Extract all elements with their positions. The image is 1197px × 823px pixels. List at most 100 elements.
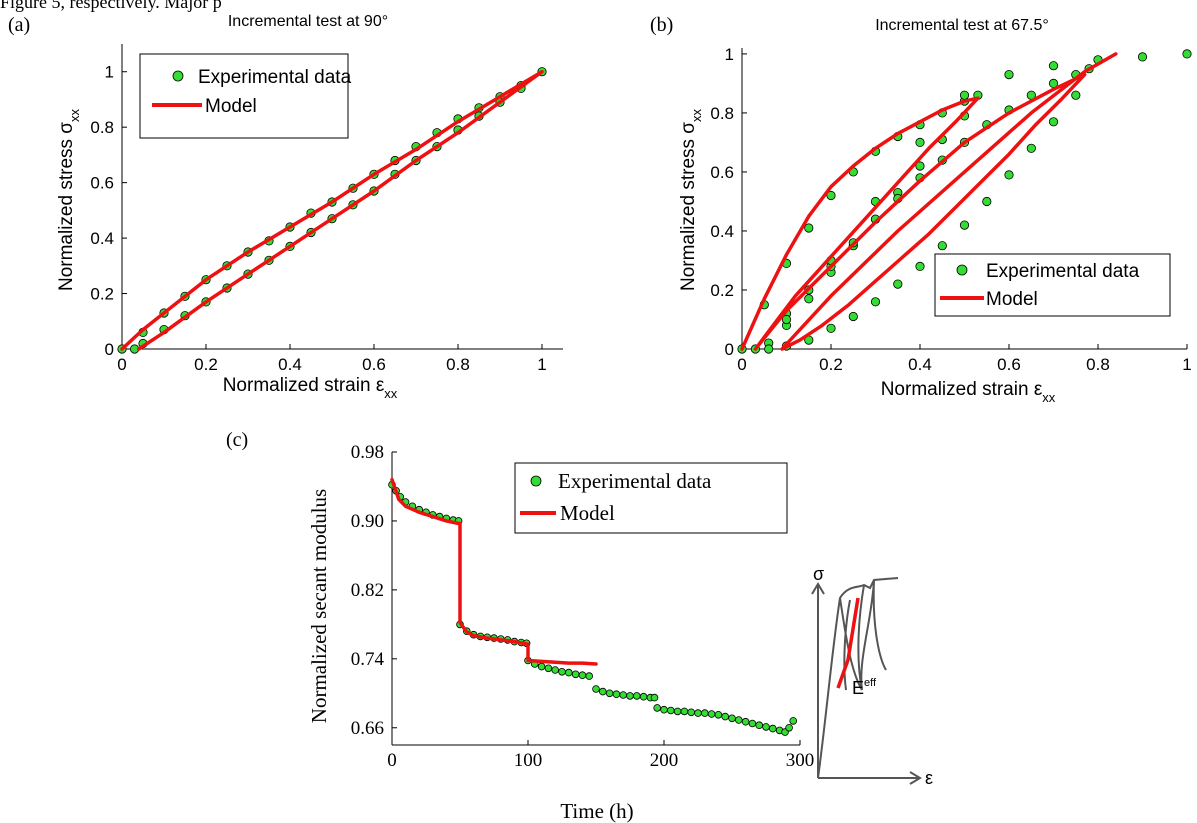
experimental-point <box>764 344 774 354</box>
x-tick-label: 0 <box>117 355 126 374</box>
panel-b-legend-experimental: Experimental data <box>986 261 1140 282</box>
experimental-point <box>768 724 777 733</box>
chart-panel-b: (b) Incremental test at 67.5° 0 0.2 0.4 0.6… <box>650 14 1192 405</box>
inset-eeff-label: Eeff <box>852 677 877 698</box>
experimental-point <box>826 323 836 333</box>
experimental-point <box>915 137 925 147</box>
experimental-point <box>789 717 797 725</box>
y-tick-label: 0.66 <box>351 718 384 739</box>
y-tick-label: 0.6 <box>90 174 114 193</box>
panel-b-xlabel: Normalized strain εxx <box>881 379 1056 405</box>
experimental-point <box>687 708 695 717</box>
panel-a-title: Incremental test at 90° <box>228 13 388 30</box>
experimental-point <box>1182 49 1192 59</box>
experimental-point <box>870 297 881 307</box>
experimental-point <box>1004 70 1014 80</box>
panel-c-xlabel: Time (h) <box>560 799 633 823</box>
experimental-point <box>694 709 702 717</box>
panel-c-series <box>388 477 797 736</box>
y-tick-label: 1 <box>105 63 114 82</box>
experimental-point <box>544 664 553 673</box>
panel-a-label: (a) <box>8 14 30 36</box>
inset-x-axis <box>818 771 922 785</box>
experimental-point <box>848 311 858 322</box>
experimental-point <box>537 662 546 671</box>
panel-a-series <box>117 67 547 354</box>
panel-b-legend-marker <box>956 264 968 276</box>
experimental-point <box>592 685 600 693</box>
experimental-point <box>619 691 627 699</box>
experimental-point <box>741 717 750 726</box>
panel-a-legend-model: Model <box>205 96 257 117</box>
panel-a-legend: Experimental data Model <box>139 53 352 139</box>
y-tick-label: 0.2 <box>90 285 114 304</box>
y-tick-label: 0.8 <box>710 104 734 123</box>
experimental-point <box>959 90 970 100</box>
experimental-point <box>1137 52 1148 62</box>
x-tick-label: 0.4 <box>278 355 302 374</box>
panel-b-axes: 0 0.2 0.4 0.6 0.8 1 0 0.2 0.4 0.6 0.8 1 <box>710 45 1191 374</box>
experimental-point <box>721 712 729 721</box>
x-tick-label: 1 <box>1182 355 1191 374</box>
panel-a-axes: 0 0.2 0.4 0.6 0.8 1 0 0.2 0.4 0.6 0.8 1 <box>90 44 563 374</box>
y-tick-label: 0.2 <box>710 281 734 300</box>
experimental-point <box>551 666 559 674</box>
inset-sigma-label: σ <box>813 564 824 584</box>
experimental-point <box>804 294 814 304</box>
experimental-point <box>653 704 661 712</box>
experimental-point <box>1048 61 1059 71</box>
experimental-point <box>915 161 925 171</box>
panel-a-legend-box <box>139 53 349 139</box>
panel-c-legend: Experimental data Model <box>514 462 788 534</box>
y-tick-label: 0.98 <box>351 442 384 463</box>
inset-hysteresis-curve <box>817 577 899 779</box>
y-tick-label: 0.4 <box>710 222 734 241</box>
x-tick-label: 100 <box>514 750 543 771</box>
panel-c-label: (c) <box>226 429 248 451</box>
panel-c-legend-marker <box>530 475 542 487</box>
y-tick-label: 0.74 <box>351 649 385 670</box>
experimental-point <box>937 241 947 251</box>
experimental-point <box>982 196 992 207</box>
experimental-point <box>564 668 573 677</box>
experimental-point <box>915 261 925 271</box>
panel-b-series <box>737 49 1192 354</box>
experimental-point <box>578 671 587 679</box>
experimental-point <box>571 670 580 679</box>
experimental-point <box>639 692 648 701</box>
experimental-point <box>734 716 743 724</box>
secant-modulus-inset: σ ε Eeff <box>811 564 933 788</box>
panel-b-label: (b) <box>650 14 673 36</box>
experimental-point <box>612 690 621 698</box>
experimental-point <box>893 279 903 289</box>
panel-b-legend-box <box>934 253 1171 317</box>
panel-a-legend-experimental: Experimental data <box>198 67 352 88</box>
experimental-point <box>762 723 770 731</box>
x-tick-label: 0.6 <box>997 355 1021 374</box>
x-tick-label: 200 <box>650 750 679 771</box>
experimental-point <box>785 723 793 732</box>
panel-c-axes: 0 100 200 300 0.66 0.74 0.82 0.90 0.98 <box>351 442 815 771</box>
experimental-point <box>1071 90 1081 100</box>
y-tick-label: 0.90 <box>351 511 384 532</box>
experimental-point <box>707 710 716 718</box>
x-tick-label: 1 <box>537 355 546 374</box>
experimental-point <box>680 707 689 716</box>
experimental-point <box>598 687 607 696</box>
experimental-point <box>781 314 792 325</box>
y-tick-label: 1 <box>725 45 734 64</box>
experimental-point <box>1004 170 1014 180</box>
x-tick-label: 0 <box>387 750 397 771</box>
experimental-point <box>728 714 736 723</box>
panel-c-ylabel: Normalized secant modulus <box>307 489 331 723</box>
chart-panel-c: (c) 0 100 200 300 0.66 0.74 0.82 0.90 0.98 Exper… <box>226 429 814 823</box>
experimental-point <box>650 693 659 702</box>
y-tick-label: 0.6 <box>710 163 734 182</box>
x-tick-label: 0.2 <box>194 355 218 374</box>
experimental-point <box>1048 117 1059 127</box>
experimental-point <box>605 689 614 698</box>
panel-c-legend-experimental: Experimental data <box>558 469 712 493</box>
experimental-point <box>626 692 634 700</box>
experimental-point <box>755 721 763 729</box>
